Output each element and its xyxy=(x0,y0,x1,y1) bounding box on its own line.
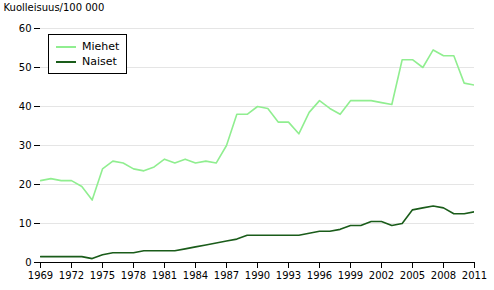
svg-text:1969: 1969 xyxy=(28,270,53,281)
svg-text:60: 60 xyxy=(19,23,32,34)
svg-text:2002: 2002 xyxy=(369,270,394,281)
svg-text:2011: 2011 xyxy=(462,270,487,281)
svg-text:1981: 1981 xyxy=(152,270,177,281)
svg-text:1972: 1972 xyxy=(59,270,84,281)
svg-text:10: 10 xyxy=(19,218,32,229)
svg-text:1984: 1984 xyxy=(183,270,208,281)
svg-text:1993: 1993 xyxy=(276,270,301,281)
svg-text:2008: 2008 xyxy=(431,270,456,281)
svg-text:20: 20 xyxy=(19,179,32,190)
svg-text:1975: 1975 xyxy=(90,270,115,281)
html-text:Miehet: Miehet xyxy=(82,40,120,53)
svg-text:1990: 1990 xyxy=(245,270,270,281)
svg-text:50: 50 xyxy=(19,62,32,73)
svg-text:2005: 2005 xyxy=(400,270,425,281)
svg-text:1996: 1996 xyxy=(307,270,332,281)
svg-text:1999: 1999 xyxy=(338,270,363,281)
svg-text:30: 30 xyxy=(19,140,32,151)
svg-text:Kuolleisuus/100 000: Kuolleisuus/100 000 xyxy=(4,2,105,13)
svg-text:0: 0 xyxy=(25,257,31,268)
html-text:Naiset: Naiset xyxy=(82,55,117,68)
svg-text:40: 40 xyxy=(19,101,32,112)
svg-text:1987: 1987 xyxy=(214,270,239,281)
svg-text:1978: 1978 xyxy=(121,270,146,281)
